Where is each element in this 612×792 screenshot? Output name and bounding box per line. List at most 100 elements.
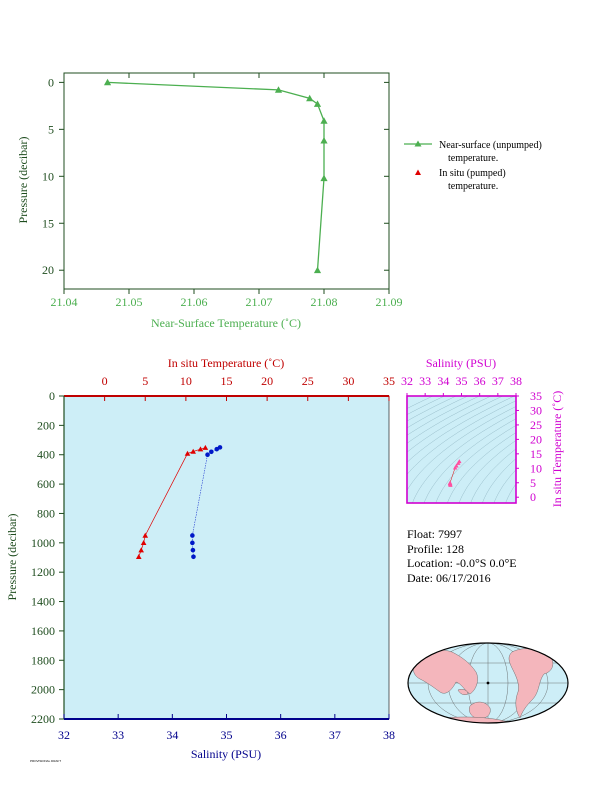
- pressure-tick-label: 400: [37, 448, 55, 462]
- profile-number: Profile: 128: [407, 541, 464, 556]
- near-surface-x-tick-label: 21.08: [311, 295, 338, 309]
- near-surface-point: [313, 266, 322, 274]
- ts-temperature-tick-label: 10: [530, 461, 542, 475]
- ts-temperature-tick-label: 35: [530, 389, 542, 403]
- near-surface-y-tick-label: 0: [48, 75, 54, 89]
- near-surface-y-tick-label: 5: [48, 122, 54, 136]
- near-surface-y-tick-label: 15: [42, 216, 54, 230]
- ts-inset-x-label: Salinity (PSU): [426, 356, 496, 370]
- salinity-axis-label: Salinity (PSU): [191, 747, 261, 761]
- near-surface-y-tick-label: 10: [42, 169, 54, 183]
- ts-inset-y-label: In situ Temperature (˚C): [550, 391, 564, 508]
- near-surface-x-tick-label: 21.05: [116, 295, 143, 309]
- near-surface-chart: 21.04 21.05 21.06 21.07 21.08 21.09 05101520 …: [16, 72, 403, 330]
- legend-insitu-label-1: In situ (pumped): [439, 168, 506, 179]
- isopycnal-line: [407, 396, 468, 429]
- temperature-tick-label: 0: [102, 374, 108, 388]
- near-surface-y-ticks: 0 5 10 15 20: [42, 75, 389, 277]
- salinity-point: [209, 449, 214, 455]
- legend-insitu-label-2: temperature.: [448, 181, 498, 192]
- profile-chart: 32 33 34 35 36 37 38 0 5 10 15 20 25 30 35 0 200 400 600…: [5, 356, 395, 761]
- temperature-point: [142, 532, 149, 538]
- near-surface-point: [320, 174, 328, 182]
- pressure-tick-label: 1600: [31, 624, 55, 638]
- near-surface-x-tick-label: 21.06: [181, 295, 208, 309]
- ts-inset-series: [447, 459, 462, 487]
- location: Location: -0.0°S 0.0°E: [407, 556, 517, 570]
- temperature-axis-label: In situ Temperature (˚C): [168, 356, 285, 370]
- near-surface-x-tick-label: 21.07: [246, 295, 273, 309]
- salinity-tick-label: 37: [329, 728, 341, 742]
- near-surface-series: [103, 78, 328, 274]
- pressure-tick-label: 1400: [31, 595, 55, 609]
- isopycnal-line: [423, 418, 516, 503]
- ts-temperature-tick-label: 30: [530, 403, 542, 417]
- pressure-tick-label: 1800: [31, 653, 55, 667]
- isopycnal-line: [407, 400, 516, 475]
- ts-point: [456, 460, 461, 465]
- ts-temperature-tick-label: 15: [530, 447, 542, 461]
- temperature-ticks: 0 5 10 15 20 25 30 35: [102, 374, 395, 401]
- temperature-tick-label: 5: [142, 374, 148, 388]
- near-surface-y-tick-label: 20: [42, 263, 54, 277]
- world-map: [407, 642, 569, 724]
- isopycnal-line: [407, 396, 445, 415]
- ts-temperature-tick-label: 5: [530, 476, 536, 490]
- near-surface-point: [320, 137, 328, 144]
- ts-point: [452, 465, 458, 470]
- date: Date: 06/17/2016: [407, 570, 491, 585]
- temperature-point: [138, 547, 144, 553]
- isopycnal-line: [447, 432, 516, 503]
- float-info: Float: 7997 Profile: 128 Location: -0.0°…: [407, 527, 517, 585]
- near-surface-x-ticks: 21.04 21.05 21.06 21.07 21.08 21.09: [51, 73, 403, 309]
- near-surface-y-label: Pressure (decibar): [16, 137, 30, 224]
- temperature-point: [184, 450, 191, 456]
- legend-near-surface-label-1: Near-surface (unpumped): [439, 140, 542, 151]
- near-surface-point: [274, 86, 283, 93]
- isopycnal-line: [482, 458, 516, 503]
- pressure-tick-label: 200: [37, 418, 55, 432]
- map-outline: [407, 642, 569, 724]
- ts-salinity-ticks: 32 33 34 35 36 37 38: [401, 374, 522, 396]
- pressure-axis-label: Pressure (decibar): [5, 514, 19, 601]
- isopycnal-line: [493, 469, 516, 503]
- salinity-point: [191, 554, 196, 560]
- salinity-point: [205, 452, 210, 458]
- salinity-point: [190, 547, 196, 553]
- temperature-tick-label: 20: [261, 374, 273, 388]
- temperature-point: [202, 444, 209, 450]
- near-surface-line: [107, 81, 325, 271]
- pressure-tick-label: 1000: [31, 536, 55, 550]
- ts-inset-plot-area: [407, 396, 516, 503]
- pressure-tick-label: 2000: [31, 683, 55, 697]
- temperature-point: [135, 553, 142, 560]
- float-id: Float: 7997: [407, 527, 463, 541]
- ts-salinity-tick-label: 34: [437, 374, 449, 388]
- temperature-tick-label: 25: [302, 374, 314, 388]
- legend: Near-surface (unpumped) temperature. In …: [404, 140, 542, 192]
- isopycnal-line: [435, 425, 516, 503]
- legend-insitu-marker: [415, 169, 421, 175]
- legend-near-surface-label-2: temperature.: [448, 153, 498, 164]
- temperature-point: [140, 540, 147, 546]
- ts-salinity-tick-label: 38: [510, 374, 522, 388]
- pressure-tick-label: 0: [49, 389, 55, 403]
- ts-salinity-tick-label: 32: [401, 374, 413, 388]
- near-surface-x-label: Near-Surface Temperature (˚C): [151, 316, 301, 330]
- salinity-tick-label: 33: [112, 728, 124, 742]
- temperature-point: [190, 448, 196, 454]
- isopycnal-line: [407, 396, 515, 463]
- ts-temperature-tick-label: 0: [530, 490, 536, 504]
- near-surface-point: [313, 100, 322, 107]
- credit-text: PROVISIONAL DRAFT: [30, 759, 62, 763]
- salinity-tick-label: 36: [275, 728, 287, 742]
- isopycnal-line: [407, 396, 503, 453]
- pressure-tick-label: 600: [37, 477, 55, 491]
- pressure-tick-label: 800: [37, 506, 55, 520]
- pressure-tick-label: 2200: [31, 712, 55, 726]
- salinity-tick-label: 34: [166, 728, 178, 742]
- near-surface-point: [320, 117, 328, 124]
- near-surface-point: [103, 78, 112, 86]
